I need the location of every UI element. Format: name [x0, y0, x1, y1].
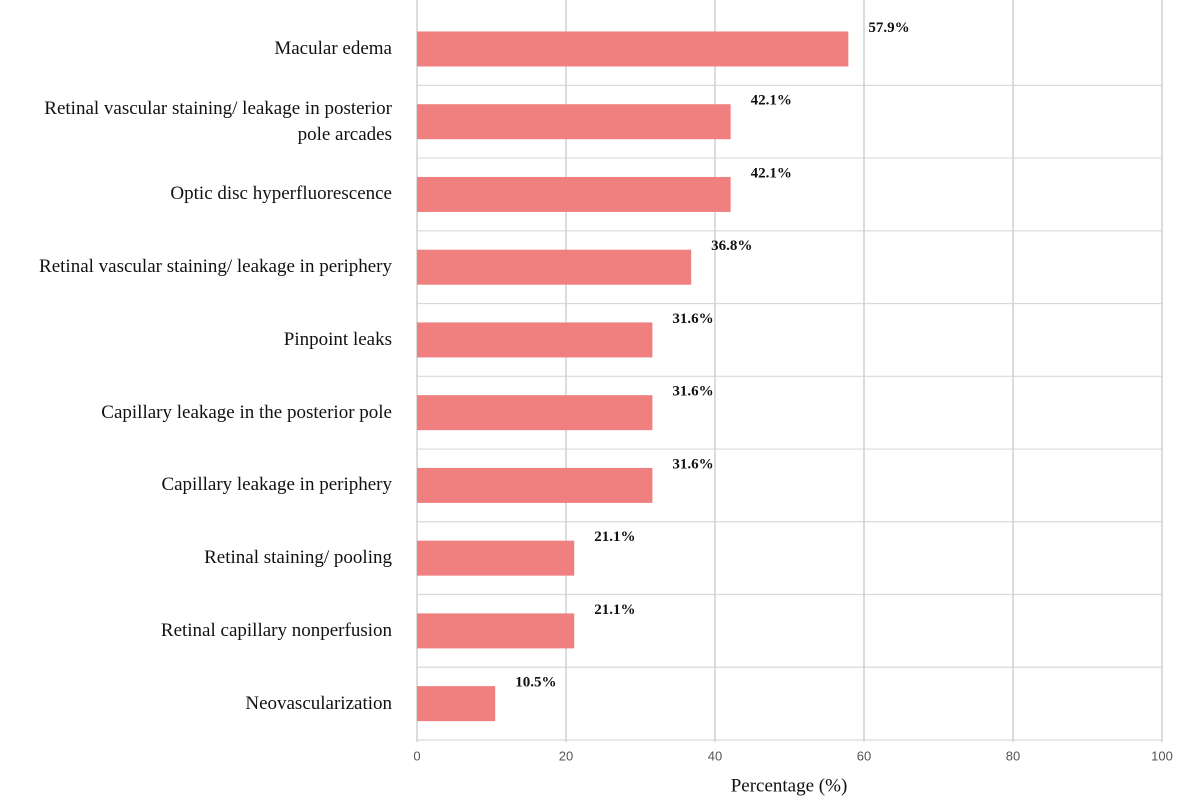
- y-tick-label: Retinal vascular staining/ leakage in pe…: [39, 256, 392, 278]
- x-axis-label: Percentage (%): [731, 775, 848, 796]
- bar: [417, 613, 575, 649]
- y-tick-label: Retinal vascular staining/ leakage in po…: [44, 97, 392, 145]
- bar: [417, 540, 575, 576]
- value-label: 21.1%: [594, 529, 635, 545]
- value-label: 36.8%: [711, 238, 752, 254]
- y-tick-label: Optic disc hyperfluorescence: [170, 183, 392, 205]
- value-label: 42.1%: [751, 165, 792, 181]
- value-label: 21.1%: [594, 602, 635, 618]
- bar: [417, 686, 496, 722]
- x-tick-label: 60: [857, 748, 871, 763]
- bar: [417, 322, 653, 358]
- x-tick-label: 100: [1151, 748, 1173, 763]
- y-tick-label: Neovascularization: [245, 692, 392, 714]
- y-tick-label: Capillary leakage in the posterior pole: [101, 401, 392, 423]
- bar: [417, 395, 653, 431]
- value-label: 57.9%: [868, 20, 909, 36]
- x-tick-label: 80: [1006, 748, 1020, 763]
- bar: [417, 467, 653, 503]
- bar: [417, 176, 731, 212]
- y-tick-label: Pinpoint leaks: [283, 328, 392, 350]
- x-tick-label: 0: [413, 748, 420, 763]
- value-label: 31.6%: [672, 311, 713, 327]
- y-tick-label: Capillary leakage in periphery: [161, 474, 392, 496]
- y-tick-label: Retinal capillary nonperfusion: [160, 619, 392, 641]
- x-tick-label: 20: [559, 748, 573, 763]
- bar: [417, 104, 731, 140]
- bar: [417, 31, 849, 67]
- bar: [417, 249, 692, 285]
- value-label: 10.5%: [515, 675, 556, 691]
- value-label: 42.1%: [751, 93, 792, 109]
- x-tick-label: 40: [708, 748, 722, 763]
- y-tick-label: Retinal staining/ pooling: [204, 547, 392, 569]
- y-tick-label: Macular edema: [274, 37, 392, 59]
- value-label: 31.6%: [672, 456, 713, 472]
- value-label: 31.6%: [672, 384, 713, 400]
